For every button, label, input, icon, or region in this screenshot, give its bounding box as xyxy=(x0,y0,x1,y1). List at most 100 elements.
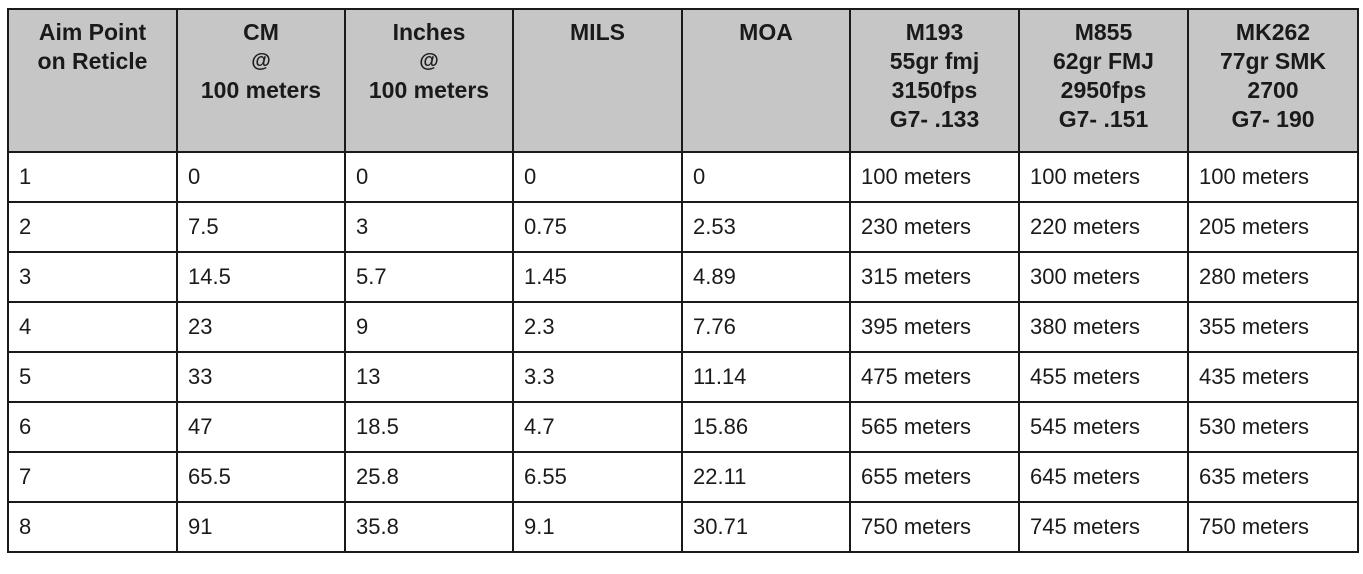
cell-inches: 13 xyxy=(344,351,514,403)
header-moa: MOA xyxy=(681,8,851,153)
cell-mils: 0 xyxy=(512,151,683,203)
cell-cm: 23 xyxy=(176,301,346,353)
cell-aim-point: 2 xyxy=(7,201,178,253)
cell-mk262: 750 meters xyxy=(1187,501,1359,553)
cell-mk262: 100 meters xyxy=(1187,151,1359,203)
cell-m193: 100 meters xyxy=(849,151,1020,203)
header-line: 77gr SMK xyxy=(1219,48,1327,74)
header-line: CM xyxy=(243,19,279,45)
cell-m855: 100 meters xyxy=(1018,151,1189,203)
cell-m855: 745 meters xyxy=(1018,501,1189,553)
cell-moa: 15.86 xyxy=(681,401,851,453)
header-line: 2950fps xyxy=(1060,77,1147,103)
header-m193: M193 55gr fmj 3150fps G7- .133 xyxy=(849,8,1020,153)
cell-inches: 35.8 xyxy=(344,501,514,553)
cell-moa: 0 xyxy=(681,151,851,203)
cell-moa: 22.11 xyxy=(681,451,851,503)
cell-m193: 395 meters xyxy=(849,301,1020,353)
header-line: MILS xyxy=(570,19,625,45)
table-row: 3 14.5 5.7 1.45 4.89 315 meters 300 mete… xyxy=(7,251,1359,303)
cell-aim-point: 8 xyxy=(7,501,178,553)
header-mils: MILS xyxy=(512,8,683,153)
header-row: Aim Point on Reticle CM @ 100 meters Inc… xyxy=(7,8,1359,153)
cell-inches: 25.8 xyxy=(344,451,514,503)
cell-m855: 545 meters xyxy=(1018,401,1189,453)
cell-cm: 47 xyxy=(176,401,346,453)
cell-mils: 2.3 xyxy=(512,301,683,353)
header-m855: M855 62gr FMJ 2950fps G7- .151 xyxy=(1018,8,1189,153)
header-line: 2700 xyxy=(1247,77,1299,103)
cell-m193: 230 meters xyxy=(849,201,1020,253)
cell-mk262: 435 meters xyxy=(1187,351,1359,403)
header-line: 100 meters xyxy=(200,77,322,103)
cell-m855: 380 meters xyxy=(1018,301,1189,353)
cell-moa: 11.14 xyxy=(681,351,851,403)
cell-moa: 2.53 xyxy=(681,201,851,253)
cell-m855: 220 meters xyxy=(1018,201,1189,253)
header-cm: CM @ 100 meters xyxy=(176,8,346,153)
cell-aim-point: 7 xyxy=(7,451,178,503)
cell-moa: 7.76 xyxy=(681,301,851,353)
header-aim-point: Aim Point on Reticle xyxy=(7,8,178,153)
cell-m855: 300 meters xyxy=(1018,251,1189,303)
cell-inches: 0 xyxy=(344,151,514,203)
cell-mils: 4.7 xyxy=(512,401,683,453)
cell-cm: 65.5 xyxy=(176,451,346,503)
header-line: MOA xyxy=(739,19,793,45)
header-line: Inches xyxy=(392,19,466,45)
table-row: 5 33 13 3.3 11.14 475 meters 455 meters … xyxy=(7,351,1359,403)
cell-mk262: 280 meters xyxy=(1187,251,1359,303)
cell-m855: 455 meters xyxy=(1018,351,1189,403)
cell-mils: 0.75 xyxy=(512,201,683,253)
header-line: @ xyxy=(419,50,439,72)
header-line: @ xyxy=(251,50,271,72)
header-mk262: MK262 77gr SMK 2700 G7- 190 xyxy=(1187,8,1359,153)
table-row: 1 0 0 0 0 100 meters 100 meters 100 mete… xyxy=(7,151,1359,203)
header-line: G7- 190 xyxy=(1231,106,1315,132)
cell-cm: 0 xyxy=(176,151,346,203)
cell-inches: 18.5 xyxy=(344,401,514,453)
header-line: M855 xyxy=(1074,19,1133,45)
table-row: 4 23 9 2.3 7.76 395 meters 380 meters 35… xyxy=(7,301,1359,353)
cell-mk262: 530 meters xyxy=(1187,401,1359,453)
header-line: 3150fps xyxy=(891,77,978,103)
cell-mils: 3.3 xyxy=(512,351,683,403)
cell-mk262: 355 meters xyxy=(1187,301,1359,353)
cell-moa: 4.89 xyxy=(681,251,851,303)
table-body: 1 0 0 0 0 100 meters 100 meters 100 mete… xyxy=(7,151,1359,553)
cell-m855: 645 meters xyxy=(1018,451,1189,503)
cell-mk262: 635 meters xyxy=(1187,451,1359,503)
table-row: 8 91 35.8 9.1 30.71 750 meters 745 meter… xyxy=(7,501,1359,553)
cell-mils: 6.55 xyxy=(512,451,683,503)
cell-m193: 475 meters xyxy=(849,351,1020,403)
cell-cm: 91 xyxy=(176,501,346,553)
table-row: 7 65.5 25.8 6.55 22.11 655 meters 645 me… xyxy=(7,451,1359,503)
header-line: on Reticle xyxy=(37,48,148,74)
table-row: 2 7.5 3 0.75 2.53 230 meters 220 meters … xyxy=(7,201,1359,253)
ballistics-table: Aim Point on Reticle CM @ 100 meters Inc… xyxy=(7,8,1359,553)
header-inches: Inches @ 100 meters xyxy=(344,8,514,153)
header-line: MK262 xyxy=(1235,19,1311,45)
cell-cm: 14.5 xyxy=(176,251,346,303)
cell-mk262: 205 meters xyxy=(1187,201,1359,253)
header-line: G7- .133 xyxy=(889,106,980,132)
cell-m193: 655 meters xyxy=(849,451,1020,503)
cell-m193: 565 meters xyxy=(849,401,1020,453)
cell-aim-point: 5 xyxy=(7,351,178,403)
header-line: G7- .151 xyxy=(1058,106,1149,132)
table-header: Aim Point on Reticle CM @ 100 meters Inc… xyxy=(7,8,1359,153)
cell-inches: 9 xyxy=(344,301,514,353)
header-line: M193 xyxy=(905,19,964,45)
cell-mils: 1.45 xyxy=(512,251,683,303)
cell-m193: 750 meters xyxy=(849,501,1020,553)
cell-cm: 33 xyxy=(176,351,346,403)
cell-cm: 7.5 xyxy=(176,201,346,253)
cell-aim-point: 3 xyxy=(7,251,178,303)
cell-inches: 5.7 xyxy=(344,251,514,303)
table-row: 6 47 18.5 4.7 15.86 565 meters 545 meter… xyxy=(7,401,1359,453)
cell-aim-point: 1 xyxy=(7,151,178,203)
cell-moa: 30.71 xyxy=(681,501,851,553)
cell-inches: 3 xyxy=(344,201,514,253)
cell-mils: 9.1 xyxy=(512,501,683,553)
